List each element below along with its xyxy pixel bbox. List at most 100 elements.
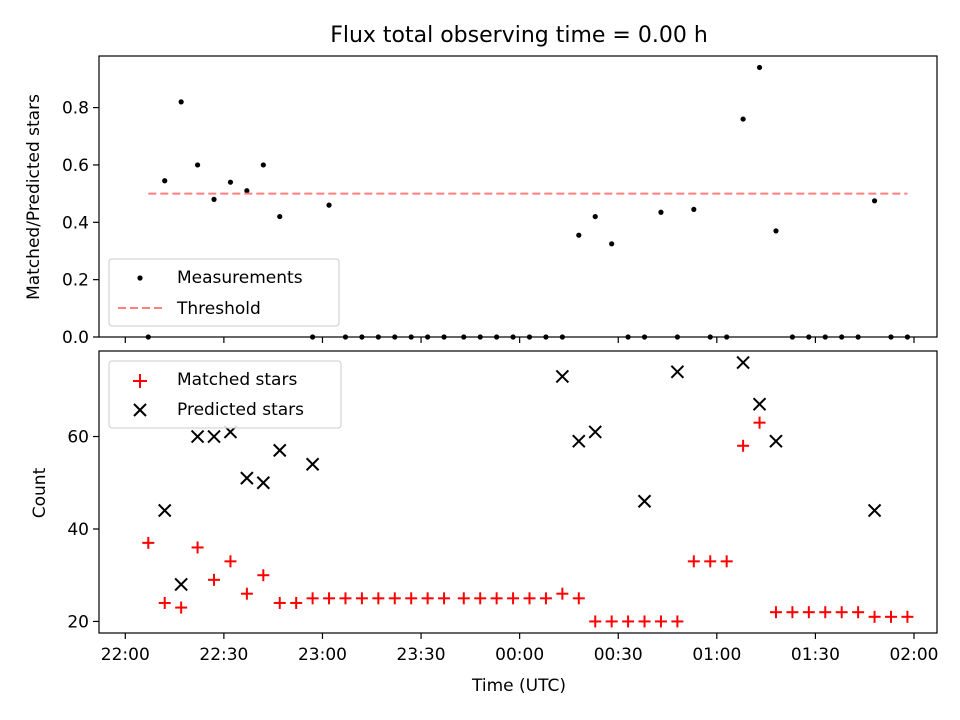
- measurement-point: [773, 228, 779, 234]
- matched-stars-point: [852, 606, 865, 619]
- matched-stars-point: [654, 615, 667, 628]
- legend-measurements-marker: [137, 275, 143, 281]
- predicted-stars-point: [572, 434, 586, 448]
- matched-stars-point: [737, 439, 750, 452]
- matched-stars-point: [753, 416, 766, 429]
- predicted-stars-point: [174, 577, 188, 592]
- matched-stars-point: [901, 610, 914, 623]
- ratio-y-ticks: 0.0 0.2 0.4 0.6 0.8: [62, 99, 99, 348]
- measurement-point: [740, 116, 746, 122]
- matched-stars-point: [438, 592, 451, 605]
- count-legend-box: [108, 360, 342, 429]
- y-tick-label: 60: [67, 428, 89, 448]
- matched-stars-point: [158, 596, 171, 609]
- matched-stars-point: [240, 587, 253, 600]
- matched-stars-point: [539, 592, 552, 605]
- count-x-ticks: 22:00 22:30 23:00 23:30 00:00 00:30 01:00 01:30…: [101, 633, 938, 665]
- matched-stars-point: [507, 592, 520, 605]
- matched-stars-point: [224, 555, 237, 568]
- matched-stars-point: [556, 587, 569, 600]
- matched-stars-point: [257, 569, 270, 582]
- matched-stars-point: [786, 606, 799, 619]
- matched-stars-point: [421, 592, 434, 605]
- predicted-stars-point: [867, 503, 882, 518]
- x-tick-label: 00:30: [594, 645, 643, 665]
- matched-stars-point: [605, 615, 618, 628]
- x-tick-label: 01:00: [692, 645, 741, 665]
- matched-stars-point: [175, 601, 188, 614]
- count-y-axis-label: Count: [30, 467, 50, 518]
- matched-stars-point: [868, 610, 881, 623]
- y-tick-label: 0.2: [62, 271, 89, 291]
- measurement-point: [691, 206, 697, 213]
- matched-stars-point: [704, 555, 717, 568]
- predicted-stars-point: [555, 369, 570, 384]
- x-tick-label: 23:00: [298, 645, 347, 665]
- matched-stars-point: [490, 592, 503, 605]
- predicted-stars-point: [305, 457, 320, 471]
- measurement-point: [211, 196, 217, 202]
- x-tick-label: 00:00: [495, 645, 544, 665]
- predicted-stars-point: [240, 471, 254, 485]
- matched-stars-point: [306, 592, 319, 605]
- matched-stars-point: [457, 592, 470, 605]
- measurement-point: [260, 162, 266, 168]
- matched-stars-point: [589, 615, 602, 628]
- measurement-point: [277, 213, 283, 220]
- matched-stars-point: [474, 592, 487, 605]
- legend-measurements-label: Measurements: [177, 268, 303, 288]
- legend-threshold-label: Threshold: [176, 299, 261, 319]
- measurement-point: [194, 162, 201, 168]
- ratio-panel: Flux total observing time = 0.00 h Match…: [24, 23, 938, 348]
- legend-predicted-label: Predicted stars: [177, 400, 304, 420]
- legend-matched-label: Matched stars: [177, 370, 297, 390]
- predicted-stars-point: [752, 397, 767, 411]
- predicted-stars-point: [158, 503, 172, 518]
- measurement-point: [658, 209, 664, 215]
- measurement-point: [244, 188, 250, 194]
- y-tick-label: 0.6: [62, 156, 89, 176]
- matched-stars-point: [339, 592, 352, 605]
- count-legend: Matched stars Predicted stars: [108, 360, 342, 429]
- y-tick-label: 20: [67, 612, 89, 632]
- measurement-point: [178, 99, 184, 105]
- count-y-ticks: 20 40 60: [67, 428, 99, 632]
- predicted-stars-point: [588, 425, 602, 439]
- matched-stars-point: [290, 596, 303, 609]
- y-tick-label: 0.4: [62, 213, 89, 233]
- x-tick-label: 22:00: [101, 645, 150, 665]
- measurement-point: [756, 64, 763, 71]
- matched-stars-point: [884, 610, 897, 623]
- measurement-point: [227, 179, 234, 185]
- ratio-legend: Measurements Threshold: [108, 258, 340, 327]
- matched-stars-point: [208, 573, 221, 586]
- predicted-stars-point: [769, 434, 783, 448]
- predicted-stars-point: [637, 494, 652, 508]
- x-tick-label: 23:30: [397, 645, 446, 665]
- y-tick-label: 0.8: [62, 99, 89, 119]
- matched-stars-point: [802, 606, 815, 619]
- y-tick-label: 40: [67, 520, 89, 540]
- ratio-legend-box: [108, 258, 340, 327]
- matched-stars-point: [191, 541, 204, 554]
- x-tick-label: 22:30: [199, 645, 248, 665]
- legend-matched-marker: [133, 374, 147, 388]
- matched-stars-point: [622, 615, 635, 628]
- measurement-point: [162, 178, 168, 184]
- ratio-x-ticks: [124, 337, 915, 343]
- matched-stars-point: [769, 606, 782, 619]
- ratio-y-axis-label: Matched/Predicted stars: [24, 94, 44, 300]
- chart-title: Flux total observing time = 0.00 h: [330, 23, 708, 48]
- predicted-stars-point: [273, 443, 287, 458]
- y-tick-label: 0.0: [62, 328, 89, 348]
- predicted-stars-point: [256, 476, 271, 490]
- matched-stars-point: [671, 615, 684, 628]
- ratio-plot-area: [145, 64, 911, 340]
- measurement-point: [326, 202, 332, 208]
- count-plot-area: [142, 355, 914, 628]
- matched-stars-point: [405, 592, 418, 605]
- predicted-stars-point: [670, 365, 685, 379]
- x-tick-label: 02:00: [889, 645, 938, 665]
